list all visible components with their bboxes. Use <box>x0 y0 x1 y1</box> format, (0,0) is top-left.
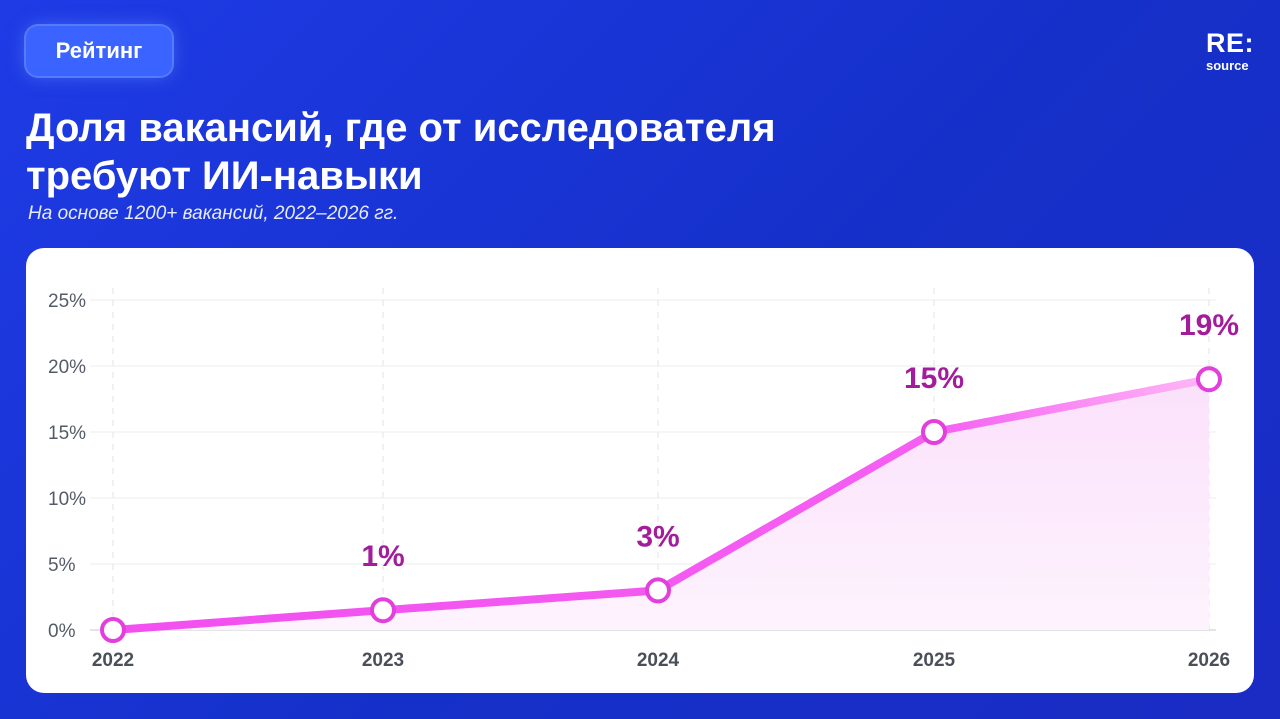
y-tick-label: 5% <box>48 555 76 576</box>
rating-badge-label: Рейтинг <box>55 38 143 63</box>
page-subtitle: На основе 1200+ вакансий, 2022–2026 гг. <box>28 203 399 224</box>
data-point <box>921 419 947 445</box>
page-title: Доля вакансий, где от исследователя треб… <box>26 104 926 200</box>
data-point <box>645 577 671 604</box>
y-tick-label: 25% <box>48 291 86 312</box>
x-tick-label: 2022 <box>92 650 134 671</box>
y-tick-label: 20% <box>48 357 86 378</box>
line-chart: 0% 5% 10% 15% 20% 25% 1% 3% 15% 19% 2022 2023 2024 20… <box>48 288 1239 671</box>
x-tick-label: 2026 <box>1188 650 1230 671</box>
data-label: 3% <box>636 520 679 553</box>
x-tick-label: 2025 <box>913 650 956 671</box>
title-line-1: Доля вакансий, где от исследователя <box>26 106 776 150</box>
y-tick-label: 15% <box>48 423 86 444</box>
title-line-2: требуют ИИ-навыки <box>26 154 423 198</box>
y-tick-label: 10% <box>48 489 86 510</box>
y-tick-label: 0% <box>48 621 76 642</box>
data-label: 1% <box>361 540 404 573</box>
logo-top-text: RE: <box>1206 28 1254 58</box>
data-point <box>100 617 126 643</box>
data-label: 19% <box>1179 309 1239 342</box>
data-label: 15% <box>904 362 964 395</box>
rating-badge: Рейтинг <box>26 26 172 76</box>
resource-logo: RE: source <box>1206 28 1254 73</box>
logo-bottom-text: source <box>1206 58 1249 73</box>
x-tick-label: 2023 <box>362 650 404 671</box>
data-point <box>370 597 396 624</box>
data-point <box>1196 366 1222 393</box>
chart-card: 0% 5% 10% 15% 20% 25% 1% 3% 15% 19% 2022 2023 2024 20… <box>26 248 1254 693</box>
x-tick-label: 2024 <box>637 650 680 671</box>
